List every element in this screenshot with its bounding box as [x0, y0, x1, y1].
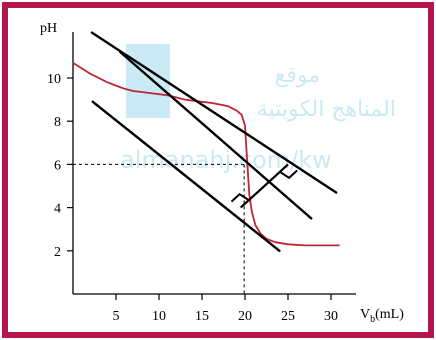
x-tick-label-25: 25 — [281, 309, 295, 324]
x-axis-label-sub: b — [370, 314, 375, 325]
tangent-lines — [90, 31, 338, 253]
x-tick-label-5: 5 — [113, 309, 120, 324]
x-tick-label-10: 10 — [152, 309, 166, 324]
chart-frame — [2, 2, 434, 338]
y-tick-label-8: 8 — [54, 115, 61, 130]
x-axis-label-main: V — [360, 307, 370, 322]
equivalence-guides — [73, 163, 245, 294]
perpendicular-construction — [230, 163, 298, 209]
watermark-line2: المناهج الكويتية — [257, 97, 396, 122]
y-tick-label-6: 6 — [54, 158, 61, 173]
y-tick-label-10: 10 — [47, 72, 61, 87]
y-tick-label-2: 2 — [54, 245, 61, 260]
y-ticks: 2 4 6 8 10 — [47, 72, 73, 260]
x-tick-label-30: 30 — [324, 309, 338, 324]
x-ticks: 5 10 15 20 25 30 — [113, 294, 338, 324]
tangent-line-1 — [90, 31, 338, 194]
x-axis-label-unit: (mL) — [375, 307, 404, 322]
watermark: موقع المناهج الكويتية almanahj.com/kw — [120, 44, 396, 174]
x-tick-label-20: 20 — [238, 309, 252, 324]
right-angle-marker-bottom — [230, 192, 250, 203]
watermark-line1: موقع — [275, 63, 320, 88]
x-tick-label-15: 15 — [195, 309, 209, 324]
y-tick-label-4: 4 — [54, 202, 61, 217]
x-axis-label: Vb(mL) — [360, 307, 404, 325]
right-angle-marker-top — [279, 169, 298, 180]
titration-curve — [72, 62, 340, 247]
y-axis-label: pH — [40, 21, 57, 36]
tangent-line-3 — [91, 100, 281, 253]
watermark-logo — [126, 44, 170, 118]
tangent-line-2 — [119, 50, 313, 220]
series-0 — [72, 62, 340, 247]
